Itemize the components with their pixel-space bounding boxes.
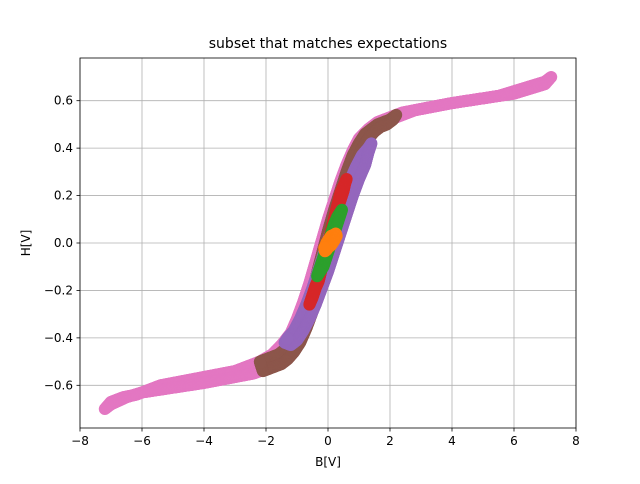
x-tick-label: 6 xyxy=(510,434,518,448)
y-axis-label: H[V] xyxy=(19,230,33,257)
axis-ticks: −8 −6 −4 −2 0 2 4 6 8 −0.6 −0.4 −0.2 0.0 0.2 0.4 0.6 xyxy=(44,94,580,448)
data-point xyxy=(281,332,294,345)
data-point xyxy=(303,297,316,310)
x-tick-label: 2 xyxy=(386,434,394,448)
y-tick-label: −0.4 xyxy=(44,331,73,345)
y-tick-label: 0.4 xyxy=(54,141,73,155)
y-tick-label: 0.0 xyxy=(54,236,73,250)
x-tick-label: 0 xyxy=(324,434,332,448)
x-tick-label: −8 xyxy=(71,434,89,448)
x-tick-label: −6 xyxy=(133,434,151,448)
data-point xyxy=(318,241,331,254)
data-point xyxy=(254,356,267,369)
data-point xyxy=(312,266,325,279)
plot-area xyxy=(98,70,558,416)
x-tick-label: 4 xyxy=(448,434,456,448)
y-tick-label: −0.2 xyxy=(44,283,73,297)
x-tick-label: −2 xyxy=(257,434,275,448)
chart-title: subset that matches expectations xyxy=(209,36,447,52)
y-tick-label: −0.6 xyxy=(44,378,73,392)
x-axis-label: B[V] xyxy=(315,455,341,469)
series-0 xyxy=(318,227,343,258)
data-point xyxy=(99,402,112,415)
y-tick-label: 0.2 xyxy=(54,189,73,203)
x-tick-label: 8 xyxy=(572,434,580,448)
y-tick-label: 0.6 xyxy=(54,94,73,108)
x-tick-label: −4 xyxy=(195,434,213,448)
